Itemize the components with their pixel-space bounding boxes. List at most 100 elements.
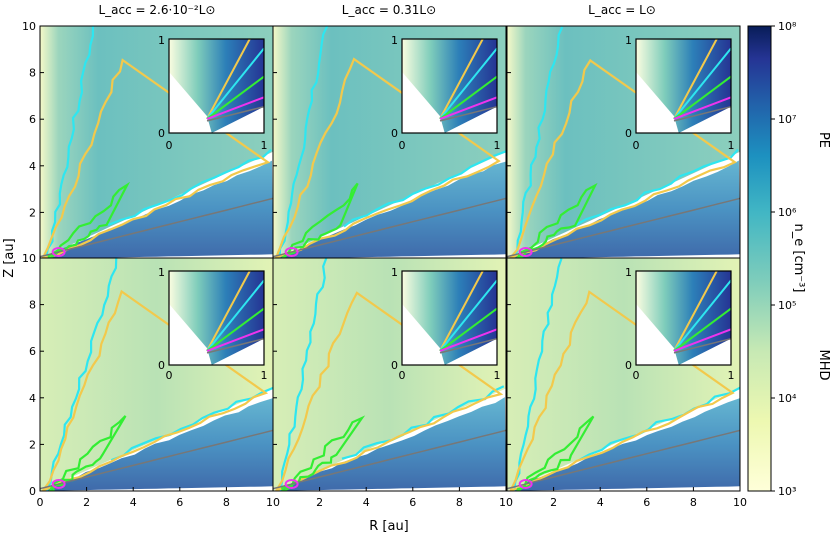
magenta-contour [518,479,533,490]
y-tick-label: 6 [29,113,36,126]
y-axis-label: Z [au] [2,238,17,277]
colorbar-label: n_e [cm⁻³] [791,224,806,293]
inset-x-tick-1: 1 [261,139,268,152]
inset-cyan-contour [206,279,265,352]
inset-x-tick-1: 1 [494,369,501,382]
y-tick-label: 10 [22,20,36,33]
magenta-contour [284,479,299,490]
x-tick-label: 4 [597,496,604,509]
cyan-contour [512,26,564,259]
y-tick-label: 6 [29,345,36,358]
inset-gray-contour [439,337,498,354]
colorbar-tick-label: 10⁷ [778,113,796,126]
colorbar-gradient [747,25,772,492]
gray-contour [273,429,506,490]
inset-cavity [402,303,445,365]
inset-frame [168,270,265,366]
panel-mhd-2: 010 12 4 6 8 10 [272,257,513,509]
cyan-contour [278,258,328,491]
cyan-surface-contour [575,148,739,227]
disk-region [507,160,740,259]
inset-magenta-contour [439,328,498,352]
inset-y-tick-0: 0 [391,359,398,372]
panel-pe-2: 0 1 0 1 [272,25,507,260]
inset-yellow-contour [206,38,251,120]
panel-frame [506,257,741,492]
disk-region [40,398,273,491]
x-tick-label: 10 [499,496,513,509]
inset-y-tick-0: 0 [158,359,165,372]
x-tick-label: 8 [456,496,463,509]
inset-y-tick-1: 1 [625,266,632,279]
inset-y-tick-1: 1 [158,266,165,279]
inset-cavity [169,303,212,365]
inset-frame [401,38,498,134]
disk-region [273,161,506,259]
colorbar-tick-label: 10⁸ [778,20,797,33]
inset-lower-region [211,338,264,365]
inset-magenta-contour [206,328,265,352]
x-tick-label: 0 [37,496,44,509]
inset-yellow-contour [439,38,484,120]
cyan-contour [278,26,329,259]
green-contour [516,415,595,491]
inset-x-tick-0: 0 [399,139,406,152]
x-tick-label: 2 [550,496,557,509]
magenta-contour [284,247,299,258]
labels-group: L_acc = 2.6·10⁻²L⊙ L_acc = 0.31L⊙ L_acc … [2,3,830,534]
magenta-contour [518,247,533,258]
inset-magenta-contour [673,96,732,120]
inset-green-contour [673,307,732,352]
inset-x-tick-1: 1 [261,369,268,382]
inset-frame [168,38,265,134]
colorbar-tick-label: 10⁵ [778,299,796,312]
inset-y-tick-1: 1 [391,34,398,47]
gray-contour [507,429,740,490]
inset-cavity [636,71,679,133]
y-tick-label: 4 [29,160,36,173]
inset-pe-3: 0 1 0 1 [625,34,735,152]
x-tick-label: 4 [130,496,137,509]
x-tick-label: 6 [409,496,416,509]
inset-y-tick-1: 1 [625,34,632,47]
inset-mhd-1: 0 1 0 1 [158,266,268,382]
x-tick-label: 8 [690,496,697,509]
inset-x-tick-0: 0 [166,369,173,382]
cyan-surface-contour [578,386,740,462]
inset-cyan-contour [439,47,498,120]
x-tick-label: 2 [316,496,323,509]
inset-magenta-contour [206,96,265,120]
inset-gray-contour [206,105,265,122]
inset-y-tick-0: 0 [625,127,632,140]
inset-x-tick-1: 1 [494,139,501,152]
magenta-contour [51,479,66,490]
inset-gray-contour [206,337,265,354]
colorbar-mhd-label: MHD [816,349,830,380]
x-axis-label: R [au] [369,519,409,534]
title-col-1: L_acc = 2.6·10⁻²L⊙ [99,3,216,17]
x-tick-label: 2 [83,496,90,509]
inset-cyan-contour [206,47,265,120]
disk-region [507,398,740,491]
panel-mhd-3: 010 12 4 6 8 10 [506,257,747,509]
colorbar-pe-label: PE [816,132,830,148]
y-tick-label: 0 [29,485,36,498]
cyan-surface-contour [107,148,272,226]
cyan-surface-contour [343,150,506,228]
inset-yellow-contour [206,270,251,352]
x-tick-label: 6 [643,496,650,509]
inset-x-tick-0: 0 [633,369,640,382]
green-contour [48,415,127,491]
inset-yellow-contour [673,38,718,120]
inset-pe-2: 0 1 0 1 [391,34,501,152]
inset-y-tick-0: 0 [625,359,632,372]
gray-contour [40,197,273,258]
inset-cavity [402,71,445,133]
title-col-2: L_acc = 0.31L⊙ [342,3,436,17]
inset-frame [401,270,498,366]
yellow-contour [274,291,504,491]
x-tick-label: 4 [363,496,370,509]
